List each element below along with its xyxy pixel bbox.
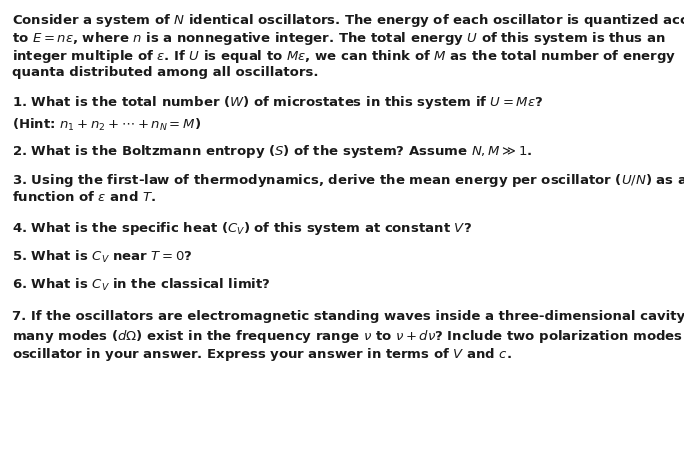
Text: 5. What is $C_V$ near $T = 0$?: 5. What is $C_V$ near $T = 0$? bbox=[12, 249, 193, 265]
Text: Consider a system of $N$ identical oscillators. The energy of each oscillator is: Consider a system of $N$ identical oscil… bbox=[12, 12, 684, 29]
Text: 1. What is the total number ($W$) of microstates in this system if $U = M\epsilo: 1. What is the total number ($W$) of mic… bbox=[12, 94, 543, 111]
Text: 3. Using the first-law of thermodynamics, derive the mean energy per oscillator : 3. Using the first-law of thermodynamics… bbox=[12, 172, 684, 189]
Text: 2. What is the Boltzmann entropy ($S$) of the system? Assume $N, M \gg 1$.: 2. What is the Boltzmann entropy ($S$) o… bbox=[12, 143, 532, 160]
Text: (Hint: $n_1 + n_2 + \cdots + n_N = M$): (Hint: $n_1 + n_2 + \cdots + n_N = M$) bbox=[12, 117, 201, 133]
Text: many modes ($d\Omega$) exist in the frequency range $\nu$ to $\nu + d\nu$? Inclu: many modes ($d\Omega$) exist in the freq… bbox=[12, 328, 684, 345]
Text: quanta distributed among all oscillators.: quanta distributed among all oscillators… bbox=[12, 66, 319, 79]
Text: 4. What is the specific heat ($C_V$) of this system at constant $V$?: 4. What is the specific heat ($C_V$) of … bbox=[12, 220, 472, 237]
Text: integer multiple of $\epsilon$. If $U$ is equal to $M\epsilon$, we can think of : integer multiple of $\epsilon$. If $U$ i… bbox=[12, 48, 676, 65]
Text: 7. If the oscillators are electromagnetic standing waves inside a three-dimensio: 7. If the oscillators are electromagneti… bbox=[12, 310, 684, 323]
Text: oscillator in your answer. Express your answer in terms of $V$ and $c$.: oscillator in your answer. Express your … bbox=[12, 346, 512, 363]
Text: function of $\epsilon$ and $T$.: function of $\epsilon$ and $T$. bbox=[12, 190, 156, 204]
Text: to $E = n\epsilon$, where $n$ is a nonnegative integer. The total energy $U$ of : to $E = n\epsilon$, where $n$ is a nonne… bbox=[12, 30, 666, 47]
Text: 6. What is $C_V$ in the classical limit?: 6. What is $C_V$ in the classical limit? bbox=[12, 277, 271, 293]
